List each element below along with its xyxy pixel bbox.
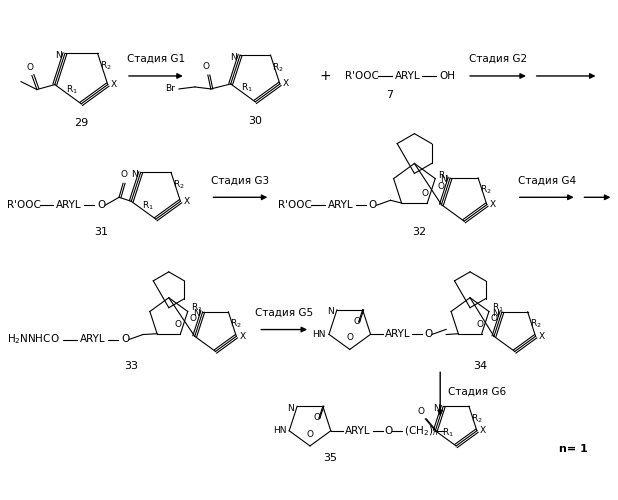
Text: X: X <box>490 200 496 209</box>
Text: O: O <box>425 330 433 340</box>
Text: R$_2$: R$_2$ <box>480 184 492 196</box>
Text: X: X <box>184 197 190 206</box>
Text: Стадия G3: Стадия G3 <box>211 176 269 186</box>
Text: R'OOC: R'OOC <box>345 71 379 81</box>
Text: Стадия G2: Стадия G2 <box>469 54 527 64</box>
Text: ARYL: ARYL <box>384 330 410 340</box>
Text: R$_2$: R$_2$ <box>471 412 483 425</box>
Text: O: O <box>175 320 182 328</box>
Text: R$_1$: R$_1$ <box>242 82 253 94</box>
Text: O: O <box>190 314 197 324</box>
Text: O: O <box>27 62 33 72</box>
Text: R$_2$: R$_2$ <box>273 61 284 74</box>
Text: O: O <box>307 430 313 439</box>
Text: O: O <box>384 426 393 436</box>
Text: (CH$_2$)$_n$: (CH$_2$)$_n$ <box>404 424 439 438</box>
Text: R$_2$: R$_2$ <box>173 178 185 191</box>
Text: O: O <box>346 334 353 342</box>
Text: O: O <box>313 413 320 422</box>
Text: H$_2$NNHCO: H$_2$NNHCO <box>7 332 59 346</box>
Text: O: O <box>202 62 210 71</box>
Text: O: O <box>121 334 129 344</box>
Text: O: O <box>121 170 127 179</box>
Text: 31: 31 <box>94 227 108 237</box>
Text: O: O <box>369 200 377 210</box>
Text: HN: HN <box>273 426 286 436</box>
Text: ARYL: ARYL <box>394 71 420 81</box>
Text: N: N <box>433 404 440 413</box>
Text: N: N <box>441 176 447 184</box>
Text: Стадия G5: Стадия G5 <box>255 308 313 318</box>
Text: O: O <box>418 407 425 416</box>
Text: N: N <box>193 310 200 318</box>
Text: +: + <box>319 69 331 83</box>
Text: R$_2$: R$_2$ <box>99 60 111 72</box>
Text: 29: 29 <box>74 118 88 128</box>
Text: R$_2$: R$_2$ <box>530 318 541 330</box>
Text: X: X <box>538 332 544 341</box>
Text: N: N <box>131 170 138 179</box>
Text: X: X <box>111 80 117 89</box>
Text: N: N <box>231 52 237 62</box>
Text: R'OOC: R'OOC <box>278 200 312 210</box>
Text: N: N <box>55 51 62 60</box>
Text: N: N <box>492 310 499 318</box>
Text: ARYL: ARYL <box>328 200 353 210</box>
Text: 30: 30 <box>248 116 262 126</box>
Text: X: X <box>480 426 486 436</box>
Text: X: X <box>283 80 289 88</box>
Text: Стадия G6: Стадия G6 <box>448 386 506 396</box>
Text: O: O <box>491 314 498 324</box>
Text: HN: HN <box>313 330 326 339</box>
Text: O: O <box>476 320 483 328</box>
Text: ARYL: ARYL <box>56 200 82 210</box>
Text: N: N <box>327 308 334 316</box>
Text: O: O <box>97 200 106 210</box>
Text: 35: 35 <box>323 453 337 463</box>
Text: R$_1$: R$_1$ <box>442 426 454 439</box>
Text: X: X <box>239 332 245 341</box>
Text: ARYL: ARYL <box>80 334 106 344</box>
Text: R$_1$: R$_1$ <box>191 302 203 314</box>
Text: n= 1: n= 1 <box>559 444 587 454</box>
Text: OH: OH <box>439 71 455 81</box>
Text: O: O <box>437 182 444 190</box>
Text: R$_2$: R$_2$ <box>231 318 242 330</box>
Text: Стадия G4: Стадия G4 <box>518 176 576 186</box>
Text: ARYL: ARYL <box>345 426 370 436</box>
Text: 7: 7 <box>386 90 393 100</box>
Text: 32: 32 <box>412 227 426 237</box>
Text: R$_1$: R$_1$ <box>438 169 450 181</box>
Text: R$_1$: R$_1$ <box>142 200 154 212</box>
Text: N: N <box>287 404 294 413</box>
Text: Стадия G1: Стадия G1 <box>127 54 185 64</box>
Text: 33: 33 <box>124 362 138 372</box>
Text: Br: Br <box>165 84 175 94</box>
Text: O: O <box>353 317 360 326</box>
Text: O: O <box>421 189 429 198</box>
Text: R'OOC: R'OOC <box>7 200 41 210</box>
Text: R$_1$: R$_1$ <box>67 84 78 96</box>
Text: R$_1$: R$_1$ <box>492 302 504 314</box>
Text: 34: 34 <box>473 362 487 372</box>
